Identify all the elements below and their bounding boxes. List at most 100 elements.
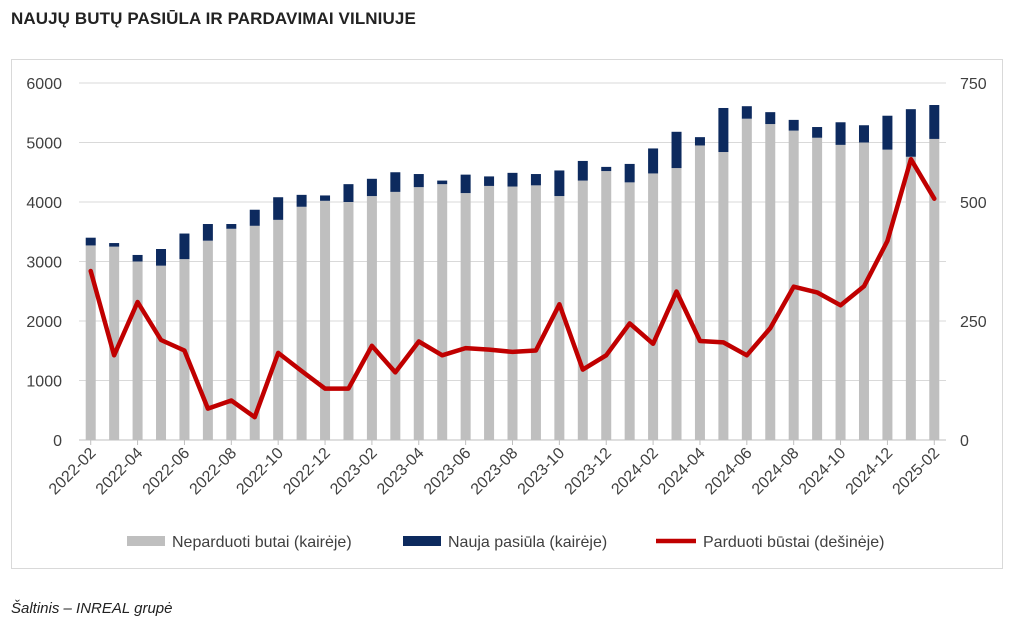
bar-new-supply <box>858 125 869 143</box>
line-sold-point <box>769 327 772 330</box>
bar-unsold <box>226 228 237 440</box>
x-tick-label: 2024-10 <box>796 445 850 499</box>
bar-new-supply <box>226 224 237 229</box>
line-sold-point <box>324 387 327 390</box>
line-sold-point <box>816 291 819 294</box>
y-right-tick-label: 750 <box>960 76 987 93</box>
line-sold-point <box>183 349 186 352</box>
y-right-tick-label: 250 <box>960 314 987 331</box>
legend-label: Nauja pasiūla (kairėje) <box>448 534 607 551</box>
y-left-tick-label: 1000 <box>26 374 62 391</box>
line-sold-point <box>464 347 467 350</box>
y-left-tick-label: 2000 <box>26 314 62 331</box>
legend-label: Parduoti būstai (dešinėje) <box>703 534 884 551</box>
x-tick-label: 2023-06 <box>421 445 475 499</box>
line-sold-point <box>745 354 748 357</box>
bar-unsold <box>413 187 424 440</box>
bar-unsold <box>741 118 752 440</box>
bar-unsold <box>812 137 823 441</box>
bar-new-supply <box>109 243 120 247</box>
x-tick-label: 2022-08 <box>187 445 241 499</box>
x-tick-label: 2022-06 <box>140 445 194 499</box>
bar-unsold <box>437 184 448 440</box>
line-sold-point <box>136 300 139 303</box>
line-sold-point <box>206 407 209 410</box>
bar-unsold <box>624 182 635 441</box>
x-tick-label: 2023-10 <box>515 445 569 499</box>
line-sold-point <box>722 341 725 344</box>
line-sold-point <box>792 285 795 288</box>
bar-unsold <box>507 186 518 440</box>
bar-new-supply <box>249 209 260 226</box>
y-left-tick-label: 5000 <box>26 136 62 153</box>
bar-unsold <box>882 149 893 440</box>
bar-new-supply <box>812 127 823 138</box>
x-tick-label: 2025-02 <box>890 445 944 499</box>
bar-new-supply <box>741 106 752 119</box>
bar-new-supply <box>202 224 213 241</box>
bar-new-supply <box>343 184 354 202</box>
bar-new-supply <box>484 176 495 186</box>
bar-new-supply <box>694 137 705 146</box>
bar-unsold <box>484 185 495 440</box>
x-tick-label: 2024-12 <box>843 445 897 499</box>
line-layer <box>88 156 937 420</box>
bar-new-supply <box>577 160 588 181</box>
legend: Neparduoti butai (kairėje) Nauja pasiūla … <box>127 534 884 551</box>
bar-new-supply <box>671 131 682 169</box>
bar-new-supply <box>530 174 541 186</box>
x-tick-label: 2022-04 <box>93 445 147 499</box>
bar-new-supply <box>507 172 518 187</box>
line-sold-point <box>300 369 303 372</box>
bar-new-supply <box>601 166 612 172</box>
chart-frame <box>11 59 1003 569</box>
x-tick-label: 2024-02 <box>608 445 662 499</box>
bar-unsold <box>296 206 307 440</box>
bar-new-supply <box>718 107 729 153</box>
chart-title: NAUJŲ BUTŲ PASIŪLA IR PARDAVIMAI VILNIUJ… <box>11 9 416 28</box>
legend-item: Parduoti būstai (dešinėje) <box>656 534 884 551</box>
line-sold-point <box>886 240 889 243</box>
bar-unsold <box>601 171 612 440</box>
line-sold-point <box>862 285 865 288</box>
line-sold-point <box>839 304 842 307</box>
bar-new-supply <box>413 174 424 188</box>
x-tick-label: 2024-04 <box>655 445 709 499</box>
bar-new-supply <box>366 178 377 197</box>
line-sold-point <box>628 322 631 325</box>
bar-unsold <box>390 191 401 440</box>
line-sold-point <box>230 399 233 402</box>
bar-unsold <box>320 200 331 440</box>
line-sold-point <box>511 350 514 353</box>
line-sold-point <box>933 197 936 200</box>
legend-swatch <box>403 536 441 546</box>
bar-new-supply <box>788 119 799 131</box>
bar-unsold <box>85 245 96 440</box>
legend-item: Nauja pasiūla (kairėje) <box>403 534 607 551</box>
bar-new-supply <box>156 249 167 266</box>
y-right-tick-label: 500 <box>960 195 987 212</box>
source-note: Šaltinis – INREAL grupė <box>11 600 173 617</box>
bar-new-supply <box>882 115 893 150</box>
legend-swatch <box>127 536 165 546</box>
line-sold-point <box>160 339 163 342</box>
bar-new-supply <box>437 180 448 185</box>
bar-unsold <box>202 240 213 440</box>
bar-new-supply <box>929 105 940 139</box>
line-sold-point <box>253 416 256 419</box>
line-sold-point <box>581 368 584 371</box>
bar-new-supply <box>554 170 565 197</box>
bar-unsold <box>648 173 659 440</box>
x-tick-label: 2022-12 <box>280 445 334 499</box>
line-sold-point <box>909 158 912 161</box>
line-sold-point <box>488 348 491 351</box>
bar-new-supply <box>390 172 401 192</box>
bar-unsold <box>156 265 167 440</box>
bar-unsold <box>273 219 284 440</box>
y-left-tick-label: 6000 <box>26 76 62 93</box>
line-sold-point <box>370 344 373 347</box>
bar-new-supply <box>460 174 471 194</box>
bar-new-supply <box>624 163 635 183</box>
legend-item: Neparduoti butai (kairėje) <box>127 534 352 551</box>
